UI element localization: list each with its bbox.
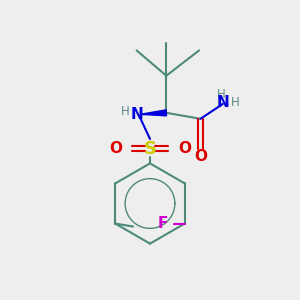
Text: H: H (121, 106, 130, 118)
Text: O: O (178, 141, 191, 156)
Text: O: O (109, 141, 122, 156)
Text: N: N (216, 94, 229, 110)
Text: H: H (217, 88, 226, 101)
Text: F: F (157, 216, 168, 231)
Polygon shape (140, 110, 166, 116)
Text: O: O (194, 149, 207, 164)
Text: H: H (231, 96, 240, 109)
Text: S: S (143, 140, 157, 158)
Text: N: N (130, 107, 143, 122)
